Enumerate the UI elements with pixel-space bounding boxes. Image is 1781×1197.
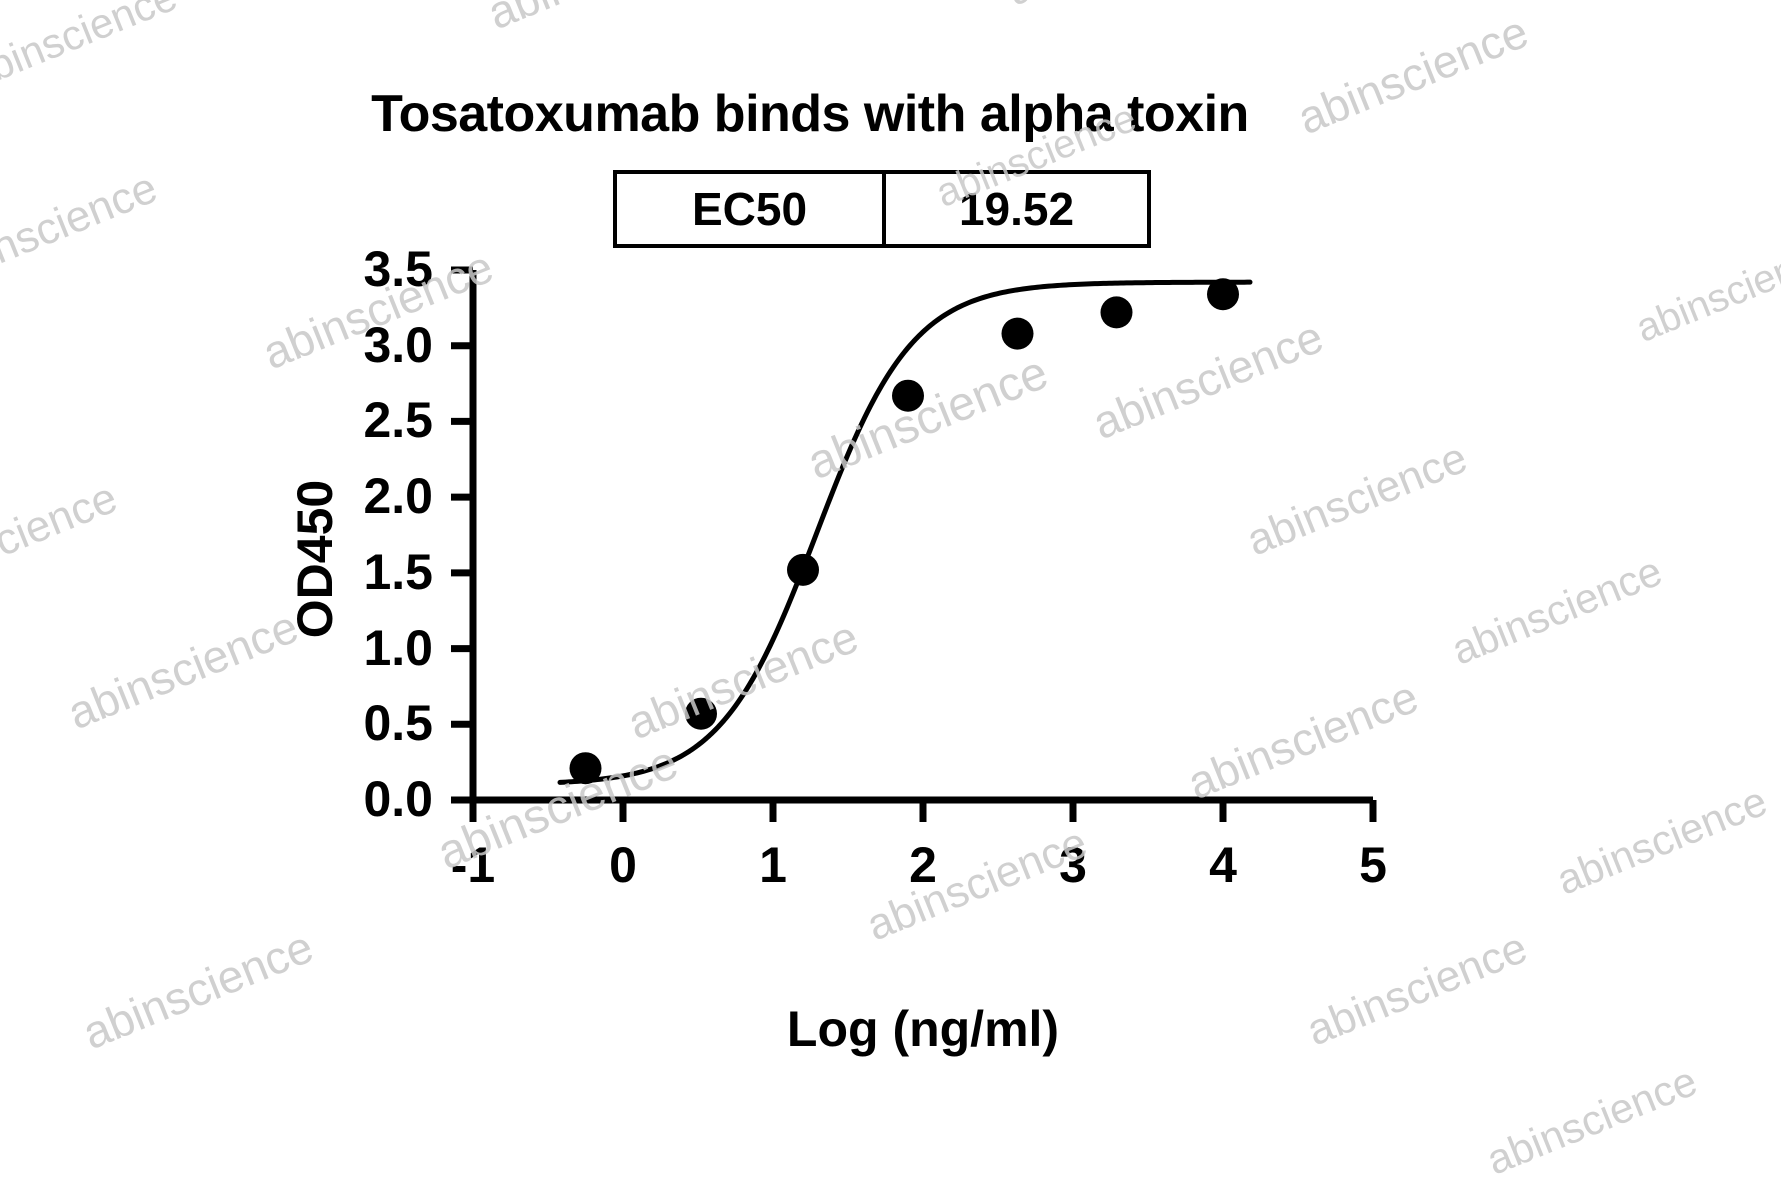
x-tick-label: 5 (1313, 840, 1433, 890)
y-tick-label: 3.0 (223, 320, 433, 370)
chart-figure: Tosatoxumab binds with alpha toxin EC50 … (0, 0, 1781, 1197)
x-tick-label: 0 (563, 840, 683, 890)
x-tick-label: 3 (1013, 840, 1133, 890)
data-point-marker (570, 752, 602, 784)
y-tick-label: 1.5 (223, 547, 433, 597)
data-point-marker (787, 554, 819, 586)
data-point-marker (1002, 318, 1034, 350)
y-tick-label: 1.0 (223, 623, 433, 673)
x-tick-label: 1 (713, 840, 833, 890)
data-point-marker (892, 380, 924, 412)
x-tick-label: 4 (1163, 840, 1283, 890)
y-tick-label: 2.0 (223, 471, 433, 521)
y-tick-label: 0.5 (223, 698, 433, 748)
data-point-marker (1207, 278, 1239, 310)
data-point-marker (1101, 296, 1133, 328)
data-point-marker (685, 698, 717, 730)
x-axis-label: Log (ng/ml) (473, 1000, 1373, 1058)
x-tick-label: -1 (413, 840, 533, 890)
y-tick-label: 0.0 (223, 774, 433, 824)
plot-area: OD450 Log (ng/ml) 0.00.51.01.52.02.53.03… (0, 0, 1781, 1197)
y-tick-label: 2.5 (223, 395, 433, 445)
fit-curve (560, 282, 1250, 782)
y-tick-label: 3.5 (223, 244, 433, 294)
x-tick-label: 2 (863, 840, 983, 890)
